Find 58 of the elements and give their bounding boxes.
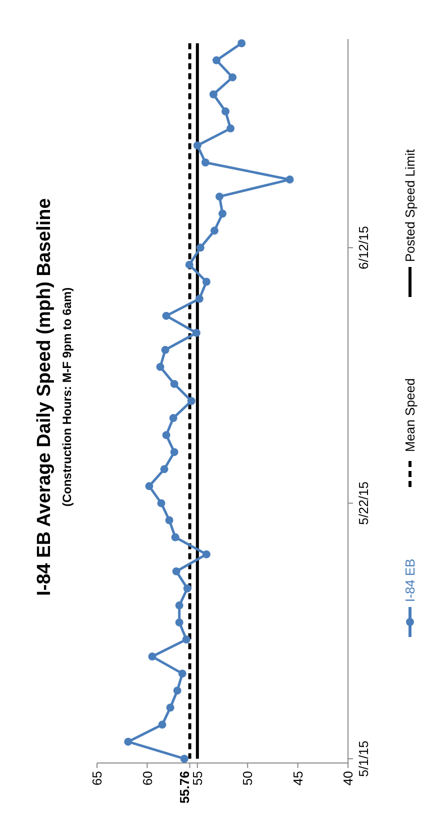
point [182,635,190,644]
x-tick-label: 65 [90,771,105,786]
y-tick-label: 5/1/15 [356,740,371,777]
point [161,346,170,354]
x-tick-label: 40 [340,771,356,786]
point [183,584,192,592]
point [173,686,182,695]
point [169,414,178,422]
point [238,39,246,48]
point [226,124,235,132]
point [192,328,200,337]
text: I-84 EB [402,558,418,602]
x-tick-label: 60 [140,771,155,786]
point [175,601,184,610]
point [170,448,178,456]
x-tick-label: 45 [290,771,306,786]
point [170,380,178,388]
point [215,192,224,201]
point [148,652,156,661]
point [165,516,174,524]
point [158,720,166,729]
x-tick-label: 55 [190,771,205,786]
point [166,704,174,712]
point [180,754,188,763]
point [196,244,204,252]
point [185,260,194,269]
x-tick-label: 50 [240,771,256,786]
point [286,176,294,184]
point [178,670,186,678]
point [202,550,210,558]
point [209,90,218,98]
y-tick-label: 5/22/15 [356,482,371,525]
point [124,738,132,746]
point [175,618,184,626]
point [172,567,180,576]
point [202,278,210,286]
point [171,533,180,542]
point [201,158,210,167]
point [157,499,166,508]
text: (Construction Hours: M-F 9pm to 6am) [60,287,74,507]
point [156,362,164,371]
point [195,294,204,303]
text: Posted Speed Limit [402,148,418,262]
point [210,226,218,235]
point [212,56,220,64]
point [187,397,196,405]
point [145,482,154,490]
point [218,210,226,218]
y-tick-label: 6/12/15 [356,226,371,270]
point [193,141,202,150]
text: Mean Speed [402,378,418,452]
point [222,107,230,116]
point [228,73,237,82]
point [160,465,168,474]
text: I-84 EB Average Daily Speed (mph) Baseline [34,198,55,596]
point [162,312,170,320]
x-tick-label: 55.76 [176,771,192,804]
point [162,431,170,440]
